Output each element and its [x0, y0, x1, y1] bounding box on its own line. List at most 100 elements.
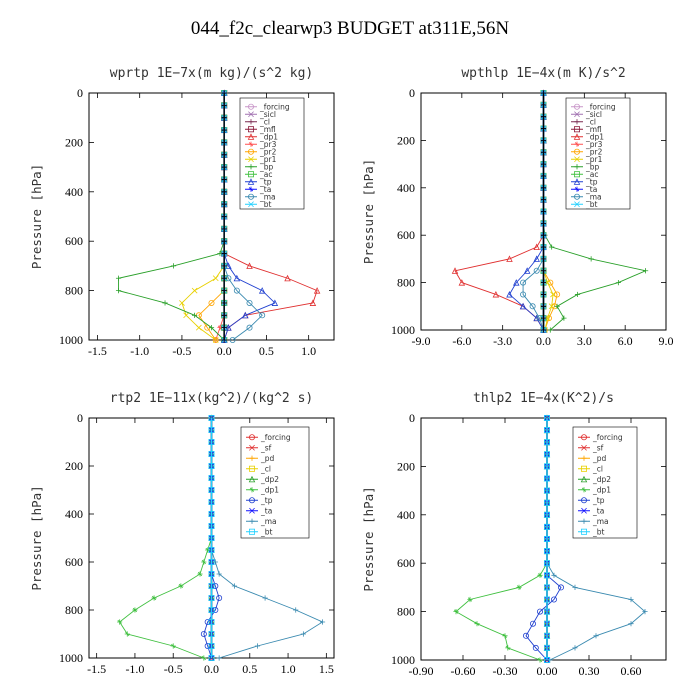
legend-label: _cl — [592, 464, 603, 473]
data-point — [530, 620, 537, 627]
data-point — [313, 287, 321, 294]
series-line — [181, 93, 225, 341]
data-point — [593, 633, 599, 639]
data-point — [208, 498, 215, 505]
x-tick-label: 0.60 — [621, 664, 642, 678]
y-tick-label: 400 — [65, 185, 83, 199]
legend-label: _ta — [592, 506, 604, 515]
data-point — [132, 607, 138, 613]
data-point — [284, 274, 291, 282]
legend-label: _ma — [585, 192, 602, 201]
data-point — [208, 655, 215, 662]
y-tick-label: 400 — [397, 508, 415, 522]
legend-marker — [248, 141, 254, 147]
data-point — [544, 523, 551, 530]
data-point — [201, 655, 207, 661]
data-point — [208, 535, 215, 542]
data-point — [208, 643, 215, 650]
data-point — [204, 619, 211, 626]
data-point — [246, 262, 253, 269]
data-point — [170, 643, 176, 649]
data-point — [502, 633, 508, 639]
legend-label: _dp1 — [259, 132, 278, 141]
data-point — [233, 274, 241, 282]
series-line — [198, 93, 225, 341]
legend-marker — [581, 528, 588, 535]
data-point — [208, 547, 215, 554]
data-point — [540, 149, 547, 155]
legend-label: _bt — [585, 200, 598, 209]
legend-label: _bt — [259, 200, 272, 209]
data-point — [208, 426, 215, 433]
data-point — [505, 645, 511, 651]
series-pr1 — [179, 90, 228, 343]
legend-label: _tp — [585, 177, 598, 186]
legend-marker — [574, 141, 580, 147]
data-point — [221, 288, 227, 294]
data-point — [221, 250, 227, 257]
legend-marker — [248, 164, 254, 170]
data-point — [540, 256, 547, 262]
y-tick-label: 200 — [65, 459, 83, 473]
legend-marker — [581, 507, 587, 514]
data-point — [540, 102, 547, 108]
legend-marker — [249, 518, 255, 524]
legend-label: _ta — [260, 506, 272, 515]
legend-label: _sf — [260, 443, 272, 452]
x-tick-label: -0.90 — [409, 664, 434, 678]
data-point — [162, 300, 168, 306]
y-tick-label: 200 — [397, 459, 415, 473]
y-axis-label: Pressure [hPa] — [361, 486, 376, 591]
data-point — [533, 255, 540, 262]
data-point — [259, 312, 266, 319]
legend-label: _sicl — [585, 110, 602, 119]
data-point — [561, 315, 567, 321]
data-point — [523, 632, 530, 639]
legend-marker — [574, 156, 580, 163]
data-point — [208, 486, 215, 493]
legend-marker — [574, 111, 580, 118]
data-point — [216, 571, 222, 577]
legend-label: _ta — [585, 185, 597, 194]
data-point — [540, 90, 547, 96]
x-tick-label: 1.5 — [319, 662, 334, 676]
legend-marker — [581, 487, 587, 493]
y-tick-label: 0 — [409, 411, 415, 425]
legend-label: _forcing — [585, 102, 616, 111]
data-point — [532, 644, 539, 651]
data-point — [506, 290, 513, 298]
legend-label: _ta — [259, 185, 271, 194]
data-point — [178, 583, 184, 589]
legend-label: _bp — [259, 162, 274, 171]
chart-panel-4: thlp2 1E−4x(K^2)/s Pressure [hPa] 0 200 400 6… — [361, 391, 667, 678]
data-point — [540, 315, 547, 321]
data-point — [554, 303, 560, 309]
data-point — [221, 127, 227, 133]
data-point — [300, 631, 306, 637]
data-point — [208, 438, 215, 445]
data-point — [246, 324, 253, 331]
legend-label: _ac — [259, 170, 272, 179]
data-point — [451, 267, 459, 274]
y-axis-label: Pressure [hPa] — [29, 164, 44, 269]
data-point — [208, 583, 215, 590]
data-point — [533, 243, 540, 251]
data-point — [544, 548, 551, 555]
y-tick-label: 600 — [397, 228, 415, 242]
data-point — [588, 256, 594, 262]
panel-title: wpthlp 1E−4x(m K)/s^2 — [461, 66, 625, 81]
legend-marker — [248, 465, 255, 472]
data-point — [221, 201, 227, 207]
legend-label: _cl — [259, 117, 270, 126]
data-point — [208, 450, 215, 457]
y-tick-label: 1000 — [391, 653, 415, 667]
data-point — [544, 475, 551, 482]
data-point — [540, 161, 547, 167]
legend-marker — [247, 133, 255, 140]
legend-label: _tp — [260, 496, 273, 505]
data-point — [574, 291, 581, 298]
legend-label: _bt — [260, 527, 273, 536]
panel-title: wprtp 1E−7x(m kg)/(s^2 kg) — [110, 66, 314, 81]
legend-marker — [248, 119, 254, 125]
data-point — [544, 608, 551, 615]
